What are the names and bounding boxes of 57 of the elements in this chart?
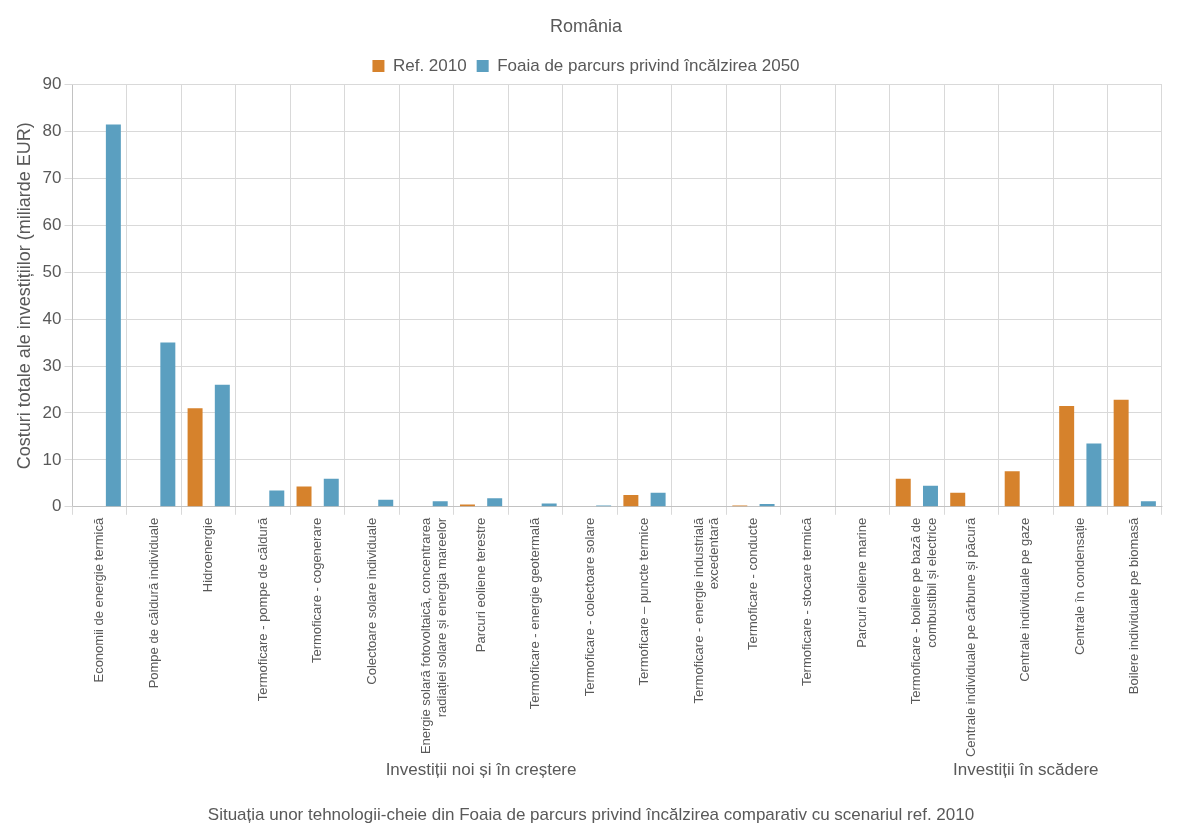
x-tick-label: Pompe de căldură individuale (145, 517, 161, 689)
x-tick-label: Termoficare – puncte termice (636, 517, 652, 686)
bar (214, 384, 230, 507)
text: Investiții noi și în creștere (384, 760, 578, 780)
chart-title: România (549, 15, 623, 36)
bar (1086, 443, 1102, 507)
x-tick-label: Termoficare - conducte (745, 517, 761, 651)
y-tick-label: 10 (42, 449, 62, 469)
text: Investiții în scădere (952, 760, 1100, 780)
y-tick-label: 90 (42, 74, 62, 94)
x-axis-title: Situația unor tehnologii-cheie din Foaia de parcurs privind încălzirea comparativ cu scenariul ref. 2010 (206, 805, 976, 825)
y-tick-label: 30 (42, 355, 62, 375)
bar (1059, 405, 1075, 507)
x-tick-label: Colectoare solare individuale (363, 517, 379, 685)
x-tick-label: Termoficare - pompe de căldură (254, 517, 270, 702)
x-tick-label: Termoficare - stocare termică (799, 517, 815, 687)
y-tick-label: 20 (42, 402, 62, 422)
bar (623, 495, 639, 507)
x-tick-label: Hidroenergie (200, 517, 216, 593)
bar (160, 342, 176, 507)
y-tick-label: 60 (42, 215, 62, 235)
bar (323, 478, 339, 507)
y-tick-label: 40 (42, 308, 62, 328)
bar (950, 492, 966, 507)
y-tick-label: 80 (42, 121, 62, 141)
x-tick-label: Economii de energie termică (91, 517, 107, 683)
legend-label: Ref. 2010 (392, 55, 467, 75)
y-tick-label: 70 (42, 168, 62, 188)
bar (296, 486, 312, 507)
bar (432, 501, 448, 507)
x-tick-label: Termoficare - energie industrială excedentară (690, 517, 722, 704)
x-tick-label: Termoficare - boilere pe bază de combustibil și electrice (908, 517, 940, 705)
x-tick-label: Termoficare - colectoare solare (581, 517, 597, 697)
bar (487, 498, 503, 507)
bar (105, 124, 121, 507)
bar (1140, 501, 1156, 507)
x-tick-label: Boilere individuale pe biomasă (1126, 517, 1142, 695)
bar (269, 490, 285, 507)
bar (650, 492, 666, 507)
bar (187, 408, 203, 507)
x-tick-label: Centrale individuale pe gaze (1017, 517, 1033, 682)
x-tick-label: Energie solară fotovoltaică, concentrarea radiației solare și energia mareelor (418, 517, 449, 755)
bar (922, 485, 938, 507)
bar (1004, 471, 1020, 507)
y-tick-label: 0 (52, 496, 62, 516)
y-axis-title: Costuri totale ale investițiilor (miliarde EUR) (13, 122, 34, 470)
y-tick-label: 50 (42, 261, 62, 281)
x-tick-label: Centrale individuale pe cărbune și păcură (962, 517, 978, 758)
bar (895, 478, 911, 507)
x-tick-label: Termoficare - cogenerare (309, 517, 325, 664)
x-tick-label: Centrale în condensație (1071, 517, 1087, 656)
legend-label: Foaia de parcurs privind încălzirea 2050 (497, 55, 800, 75)
x-tick-label: Parcuri eoliene terestre (472, 517, 488, 653)
bar (378, 499, 394, 507)
x-tick-label: Parcuri eoliene marine (853, 517, 869, 648)
bar (1113, 399, 1129, 507)
x-tick-label: Termoficare - energie geotermală (527, 517, 543, 710)
